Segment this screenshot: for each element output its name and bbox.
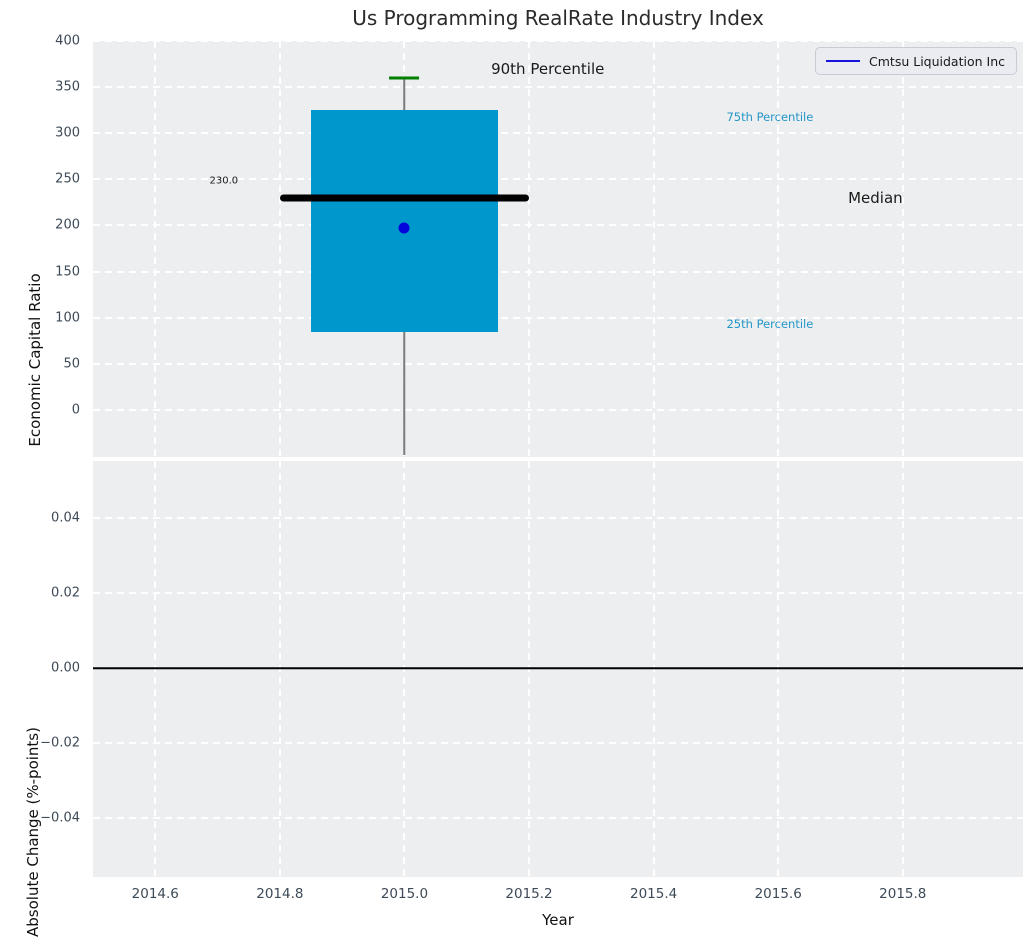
legend-entry-label: Cmtsu Liquidation Inc (869, 53, 1005, 69)
x-tick-label: 2015.8 (879, 886, 927, 902)
top-y-tick-label: 50 (63, 356, 80, 372)
x-tick-label: 2014.6 (131, 886, 179, 902)
vertical-gridline (901, 41, 904, 457)
vertical-gridline (528, 41, 531, 457)
bottom-y-tick-label: 0.04 (51, 510, 80, 526)
horizontal-gridline (93, 41, 1023, 42)
legend: Cmtsu Liquidation Inc (815, 47, 1017, 75)
x-tick-label: 2015.4 (629, 886, 678, 902)
bottom-y-tick-label: −0.02 (40, 735, 80, 751)
horizontal-gridline (93, 86, 1023, 89)
annotation-75th-percentile: 75th Percentile (726, 109, 814, 124)
interquartile-box (311, 110, 498, 332)
vertical-gridline (528, 461, 531, 877)
median-line (279, 194, 530, 202)
vertical-gridline (278, 41, 281, 457)
legend-line-swatch-icon (826, 59, 861, 63)
top-y-tick-label: 300 (55, 125, 80, 141)
horizontal-gridline (93, 178, 1023, 181)
horizontal-gridline (93, 224, 1023, 227)
top-y-tick-label: 0 (71, 402, 80, 418)
zero-reference-line (93, 667, 1023, 669)
horizontal-gridline (93, 132, 1023, 135)
horizontal-gridline (93, 316, 1023, 319)
bottom-y-axis-label: Absolute Change (%-points) (24, 727, 42, 937)
percentile-90-cap (389, 76, 420, 80)
bottom-axes-absolute-change (93, 461, 1023, 877)
vertical-gridline (777, 41, 780, 457)
top-y-tick-label: 350 (55, 79, 80, 95)
x-tick-label: 2015.0 (380, 886, 429, 902)
vertical-gridline (901, 461, 904, 877)
horizontal-gridline (93, 742, 1023, 745)
company-data-point (398, 222, 410, 234)
x-tick-label: 2015.6 (754, 886, 802, 902)
top-y-tick-label: 200 (55, 217, 80, 233)
top-axes-economic-capital-ratio: 90th Percentile Median 230.0 75th Percentil… (93, 41, 1023, 457)
annotation-median-value: 230.0 (209, 175, 239, 187)
vertical-gridline (154, 461, 157, 877)
horizontal-gridline (93, 817, 1023, 820)
bottom-y-tick-label: 0.00 (51, 660, 80, 676)
bottom-y-tick-label: −0.04 (40, 810, 80, 826)
vertical-gridline (652, 41, 655, 457)
annotation-25th-percentile: 25th Percentile (726, 317, 814, 332)
horizontal-gridline (93, 517, 1023, 520)
horizontal-gridline (93, 270, 1023, 273)
x-tick-label: 2015.2 (505, 886, 553, 902)
vertical-gridline (403, 461, 406, 877)
chart-title: Us Programming RealRate Industry Index (352, 6, 764, 30)
horizontal-gridline (93, 362, 1023, 365)
horizontal-gridline (93, 592, 1023, 595)
x-axis-label: Year (542, 911, 574, 929)
top-y-tick-label: 400 (55, 33, 80, 49)
x-tick-label: 2014.8 (256, 886, 304, 902)
top-y-tick-label: 250 (55, 171, 80, 187)
bottom-y-tick-label: 0.02 (51, 585, 80, 601)
vertical-gridline (154, 41, 157, 457)
top-y-tick-label: 100 (55, 310, 80, 326)
horizontal-gridline (93, 408, 1023, 411)
vertical-gridline (278, 461, 281, 877)
vertical-gridline (652, 461, 655, 877)
annotation-median: Median (848, 188, 903, 207)
top-y-tick-label: 150 (55, 264, 80, 280)
annotation-90th-percentile: 90th Percentile (491, 59, 605, 78)
vertical-gridline (777, 461, 780, 877)
